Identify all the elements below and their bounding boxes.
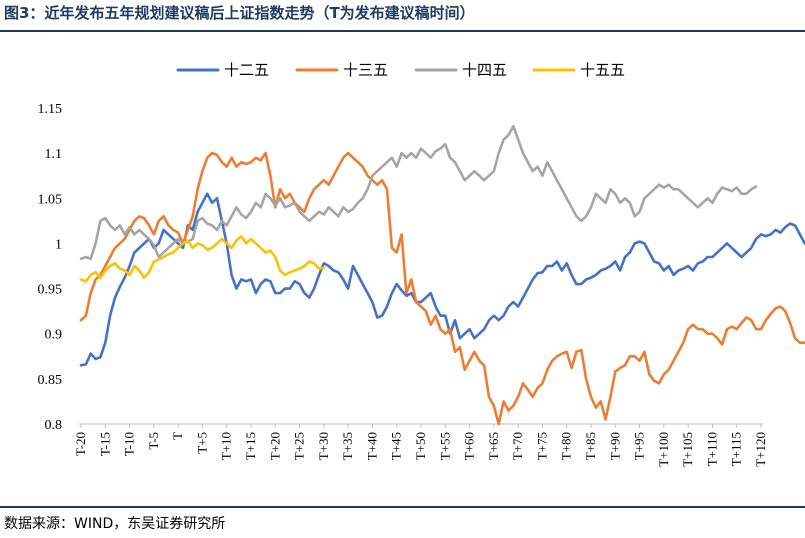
x-tick-label: T+60 — [462, 432, 477, 460]
x-tick-label: T+50 — [413, 432, 428, 460]
x-tick-label: T-5 — [146, 432, 161, 450]
y-tick-label: 0.85 — [38, 373, 63, 388]
x-tick-label: T+90 — [607, 432, 622, 460]
legend-label: 十二五 — [224, 61, 269, 79]
line-chart: 十二五 十三五 十四五 十五五 0.80.850.90.9511.051.11.15 … — [38, 61, 805, 467]
y-tick-label: 1.05 — [38, 192, 63, 207]
legend-label: 十五五 — [580, 61, 625, 79]
y-tick-label: 0.95 — [38, 283, 63, 298]
source-rule — [0, 506, 805, 508]
x-tick-label: T+85 — [583, 432, 598, 460]
x-tick-label: T+20 — [267, 432, 282, 460]
series-line-4 — [79, 234, 326, 283]
x-tick-label: T+25 — [292, 432, 307, 460]
x-tick-label: T-10 — [122, 432, 137, 456]
series-layer — [79, 124, 805, 426]
x-tick-label: T+100 — [656, 432, 671, 467]
x-tick-label: T-20 — [73, 432, 88, 456]
y-tick-label: 0.8 — [45, 418, 63, 433]
x-tick-label: T+55 — [437, 432, 452, 460]
x-tick-label: T+45 — [389, 432, 404, 460]
y-tick-label: 1.1 — [45, 147, 63, 162]
source-note: 数据来源：WIND，东吴证券研究所 — [4, 516, 226, 532]
x-tick-label: T+30 — [316, 432, 331, 460]
x-tick-label: T+80 — [559, 432, 574, 460]
legend-label: 十四五 — [462, 61, 507, 79]
series-line-2 — [79, 151, 805, 426]
title-rule — [0, 30, 805, 32]
x-tick-label: T+75 — [534, 432, 549, 460]
x-tick-label: T+40 — [364, 432, 379, 460]
x-tick-label: T+10 — [219, 432, 234, 460]
legend-label: 十三五 — [343, 61, 388, 79]
series-line-1 — [79, 192, 805, 367]
x-tick-label: T+115 — [729, 432, 744, 466]
x-tick-label: T+70 — [510, 432, 525, 460]
x-tick-label: T+110 — [704, 432, 719, 466]
page-title: 图3：近年发布五年规划建议稿后上证指数走势（T为发布建议稿时间） — [4, 4, 475, 22]
x-tick-label: T+35 — [340, 432, 355, 460]
x-tick-label: T+105 — [680, 432, 695, 467]
x-tick-label: T — [170, 432, 185, 440]
y-tick-label: 1.15 — [38, 102, 63, 117]
x-tick-label: T+65 — [486, 432, 501, 460]
x-tick-label: T+120 — [753, 432, 768, 467]
x-tick-label: T+95 — [632, 432, 647, 460]
y-axis: 0.8 0.85 0.9 0.95 1 1.05 1.1 1.15 — [38, 102, 63, 433]
y-tick-label: 0.9 — [45, 328, 63, 343]
x-axis: T-20 T-15 T-10 T-5 T T+5 T+10 T+15 T+20 T+25 T+30 T… — [73, 424, 768, 467]
x-tick-label: T+5 — [194, 432, 209, 454]
y-tick-label: 1 — [55, 237, 62, 252]
legend: 十二五 十三五 十四五 十五五 — [176, 61, 625, 79]
x-tick-label: T+15 — [243, 432, 258, 460]
x-tick-label: T-15 — [97, 432, 112, 456]
series-line-3 — [79, 124, 758, 261]
